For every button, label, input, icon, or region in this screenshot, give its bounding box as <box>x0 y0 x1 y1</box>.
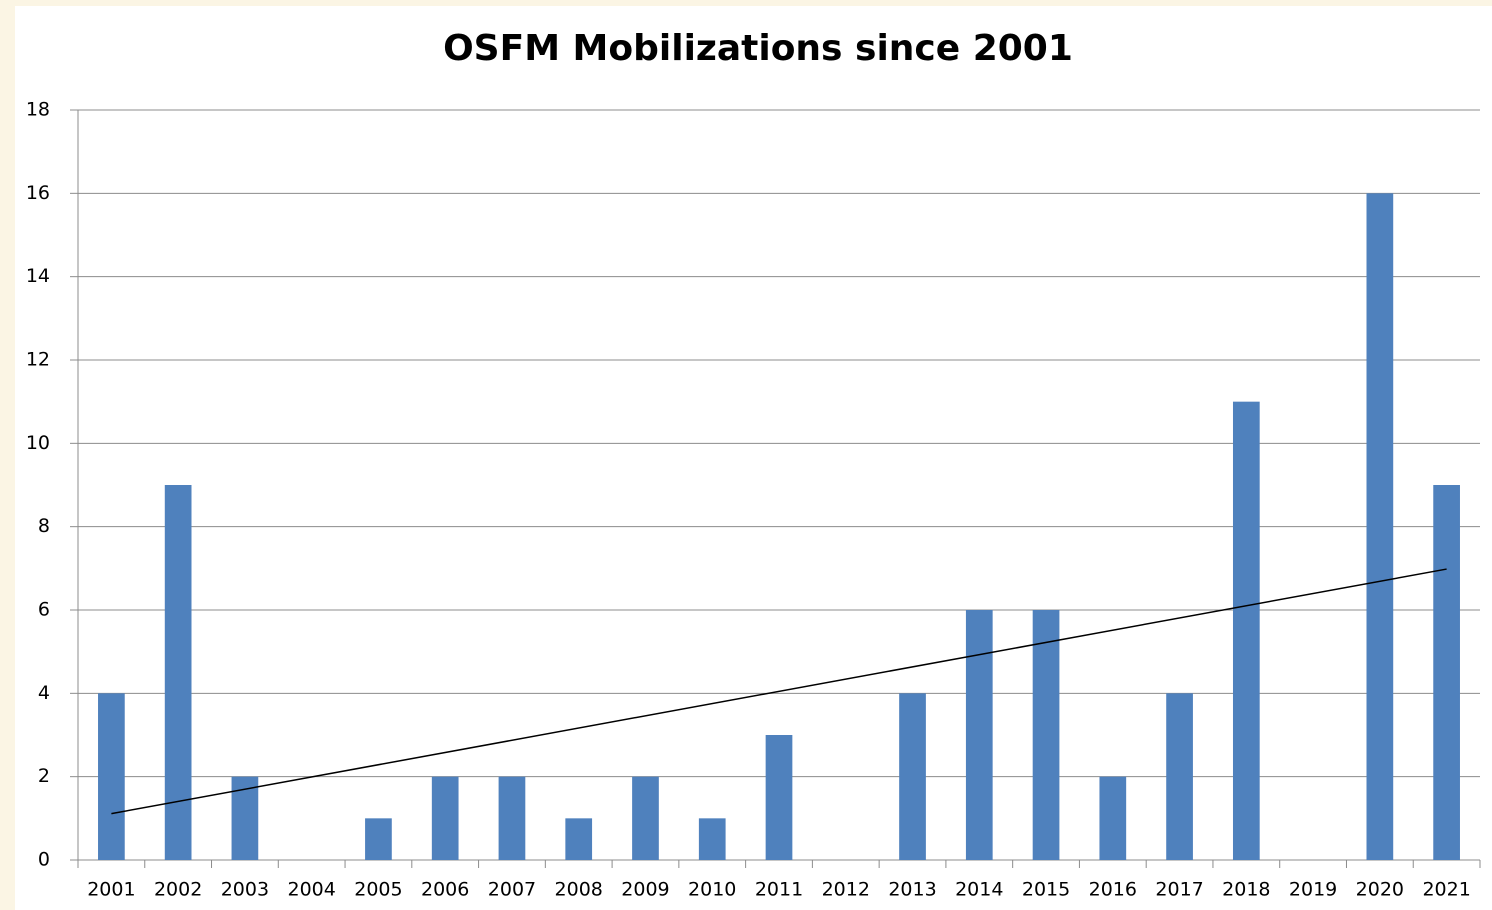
x-tick-label: 2016 <box>1089 879 1137 901</box>
x-tick-label: 2010 <box>688 879 736 901</box>
bar <box>698 818 726 860</box>
bar <box>632 776 659 860</box>
x-tick-label: 2007 <box>488 879 536 901</box>
bar <box>565 818 593 860</box>
x-tick-label: 2001 <box>87 879 135 901</box>
x-tick-label: 2015 <box>1022 879 1070 901</box>
x-tick-label: 2003 <box>221 879 269 901</box>
x-tick-label: 2006 <box>421 879 469 901</box>
bar <box>1099 776 1127 860</box>
x-tick-label: 2004 <box>287 879 335 901</box>
y-tick-label: 6 <box>38 599 50 621</box>
bar <box>1166 693 1193 860</box>
bar <box>965 610 993 860</box>
bar <box>899 693 926 860</box>
x-tick-label: 2021 <box>1422 879 1470 901</box>
bar <box>1032 610 1060 860</box>
chart-title: OSFM Mobilizations since 2001 <box>443 28 1073 69</box>
x-tick-label: 2002 <box>154 879 202 901</box>
bar <box>431 776 459 860</box>
bar <box>498 776 526 860</box>
x-tick-label: 2009 <box>621 879 669 901</box>
bar <box>365 818 392 860</box>
x-tick-label: 2008 <box>555 879 603 901</box>
x-tick-label: 2013 <box>888 879 936 901</box>
y-tick-label: 0 <box>38 849 50 871</box>
chart-area <box>15 6 1492 910</box>
y-tick-label: 2 <box>38 765 50 787</box>
y-tick-label: 8 <box>38 515 50 537</box>
x-tick-label: 2017 <box>1155 879 1203 901</box>
y-tick-label: 14 <box>26 265 50 287</box>
x-tick-label: 2019 <box>1289 879 1337 901</box>
x-tick-label: 2012 <box>822 879 870 901</box>
y-tick-label: 12 <box>26 349 50 371</box>
x-tick-label: 2018 <box>1222 879 1270 901</box>
bar <box>164 485 192 860</box>
x-tick-label: 2011 <box>755 879 803 901</box>
bar <box>98 693 125 860</box>
bar <box>765 735 793 860</box>
x-tick-label: 2014 <box>955 879 1003 901</box>
bar <box>1433 485 1460 860</box>
y-tick-label: 4 <box>38 682 50 704</box>
bar <box>1232 401 1260 860</box>
trendline <box>111 568 1447 815</box>
y-tick-label: 10 <box>26 432 50 454</box>
x-tick-label: 2020 <box>1356 879 1404 901</box>
y-tick-label: 16 <box>26 182 50 204</box>
y-tick-label: 18 <box>26 99 50 121</box>
x-tick-label: 2005 <box>354 879 402 901</box>
bar <box>1366 193 1394 861</box>
